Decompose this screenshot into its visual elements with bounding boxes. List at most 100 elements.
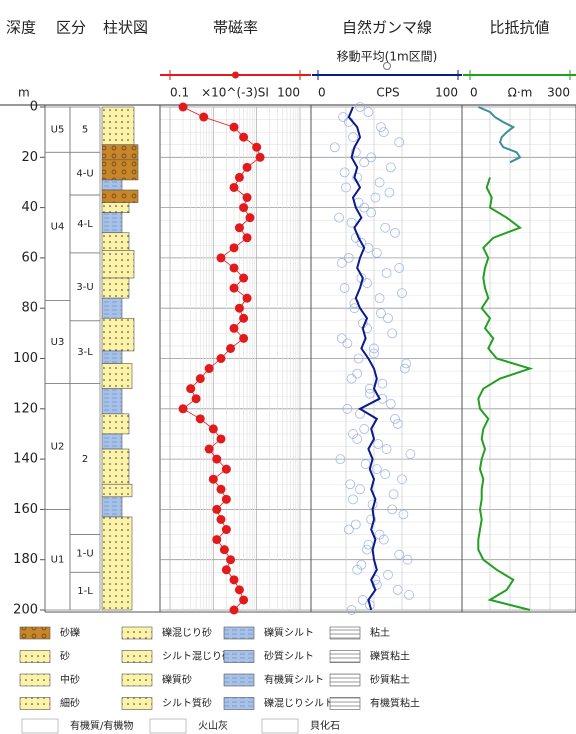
units-label: U2 bbox=[51, 442, 65, 453]
legend-text: 有機質シルト bbox=[264, 673, 324, 686]
point bbox=[239, 313, 249, 323]
point bbox=[239, 595, 249, 605]
legend-text: 礫質砂 bbox=[162, 673, 192, 686]
point bbox=[378, 127, 389, 138]
point bbox=[229, 283, 239, 293]
point bbox=[346, 217, 357, 228]
point bbox=[399, 363, 410, 374]
layer bbox=[101, 212, 123, 234]
layer bbox=[101, 202, 130, 213]
sections-label: 1-U bbox=[76, 548, 93, 559]
point bbox=[216, 514, 226, 524]
point bbox=[336, 258, 347, 268]
point bbox=[216, 354, 226, 363]
layer bbox=[101, 317, 135, 352]
x-axis-label: CPS bbox=[376, 86, 399, 100]
layer bbox=[101, 144, 139, 161]
point bbox=[404, 590, 414, 600]
y-tick-label: 120 bbox=[13, 401, 38, 416]
layer bbox=[101, 179, 123, 191]
point bbox=[255, 152, 265, 162]
point bbox=[376, 122, 386, 133]
point bbox=[381, 268, 392, 278]
point bbox=[350, 519, 361, 530]
point bbox=[388, 489, 399, 500]
point bbox=[226, 555, 236, 565]
units-label: U4 bbox=[51, 221, 65, 232]
point bbox=[221, 525, 231, 535]
point bbox=[359, 157, 370, 168]
point bbox=[242, 233, 252, 243]
legend-swatch bbox=[223, 626, 255, 640]
legend-label: 移動平均(1m区間) bbox=[337, 50, 438, 64]
point bbox=[229, 122, 239, 132]
point bbox=[366, 207, 377, 218]
legend-swatch bbox=[121, 697, 153, 710]
legend-text: 砂質粘土 bbox=[370, 673, 410, 686]
point bbox=[387, 328, 398, 339]
sections-label: 4-L bbox=[77, 219, 93, 230]
legend-text: 有機質粘土 bbox=[370, 697, 420, 710]
y-tick-label: 160 bbox=[13, 502, 38, 517]
point bbox=[371, 464, 382, 475]
legend-text: 細砂 bbox=[60, 697, 80, 710]
legend-marker bbox=[232, 71, 239, 79]
legend-text: 有機質/有機物 bbox=[70, 719, 133, 732]
point bbox=[335, 454, 346, 465]
point bbox=[195, 414, 205, 424]
point bbox=[239, 203, 249, 213]
point bbox=[239, 273, 249, 283]
legend-swatch bbox=[19, 697, 51, 710]
legend-swatch bbox=[261, 718, 299, 734]
y-tick-label: 100 bbox=[13, 351, 38, 366]
point bbox=[212, 535, 222, 545]
point bbox=[394, 549, 405, 560]
point bbox=[384, 187, 395, 198]
panel-title: 帯磁率 bbox=[213, 19, 258, 37]
x-tick-label: 300 bbox=[547, 86, 570, 100]
point bbox=[334, 212, 344, 223]
point bbox=[350, 147, 361, 158]
x-tick-label: 100 bbox=[435, 86, 458, 100]
point bbox=[341, 182, 351, 193]
legend-swatch bbox=[223, 673, 255, 687]
legend-swatch bbox=[223, 697, 255, 710]
point bbox=[363, 539, 374, 550]
point bbox=[405, 449, 416, 459]
point bbox=[383, 569, 393, 580]
layer bbox=[101, 250, 135, 279]
legend-swatch bbox=[149, 718, 187, 734]
point bbox=[204, 364, 214, 374]
point bbox=[199, 112, 209, 122]
layer bbox=[101, 483, 133, 498]
point bbox=[377, 378, 388, 389]
point bbox=[385, 162, 396, 173]
legend-text: 中砂 bbox=[60, 673, 80, 686]
legend-swatch bbox=[329, 626, 361, 640]
point bbox=[216, 484, 226, 494]
curve bbox=[347, 106, 381, 611]
point bbox=[362, 278, 372, 288]
point bbox=[221, 494, 231, 504]
units-label: U3 bbox=[51, 337, 65, 348]
point bbox=[392, 584, 403, 595]
point bbox=[242, 193, 252, 203]
point bbox=[369, 343, 379, 354]
point bbox=[360, 459, 371, 470]
point bbox=[371, 247, 382, 258]
point bbox=[229, 243, 239, 253]
point bbox=[195, 374, 205, 384]
point bbox=[364, 600, 375, 610]
sections-label: 5 bbox=[82, 125, 88, 136]
point bbox=[234, 303, 244, 313]
layer bbox=[101, 297, 123, 319]
point bbox=[226, 343, 236, 353]
point bbox=[229, 605, 239, 615]
point bbox=[252, 142, 262, 152]
point bbox=[383, 313, 393, 324]
layer bbox=[101, 516, 133, 611]
point bbox=[229, 182, 239, 192]
x-tick-label: 100 bbox=[277, 86, 300, 100]
point bbox=[402, 554, 413, 565]
point bbox=[376, 308, 386, 319]
